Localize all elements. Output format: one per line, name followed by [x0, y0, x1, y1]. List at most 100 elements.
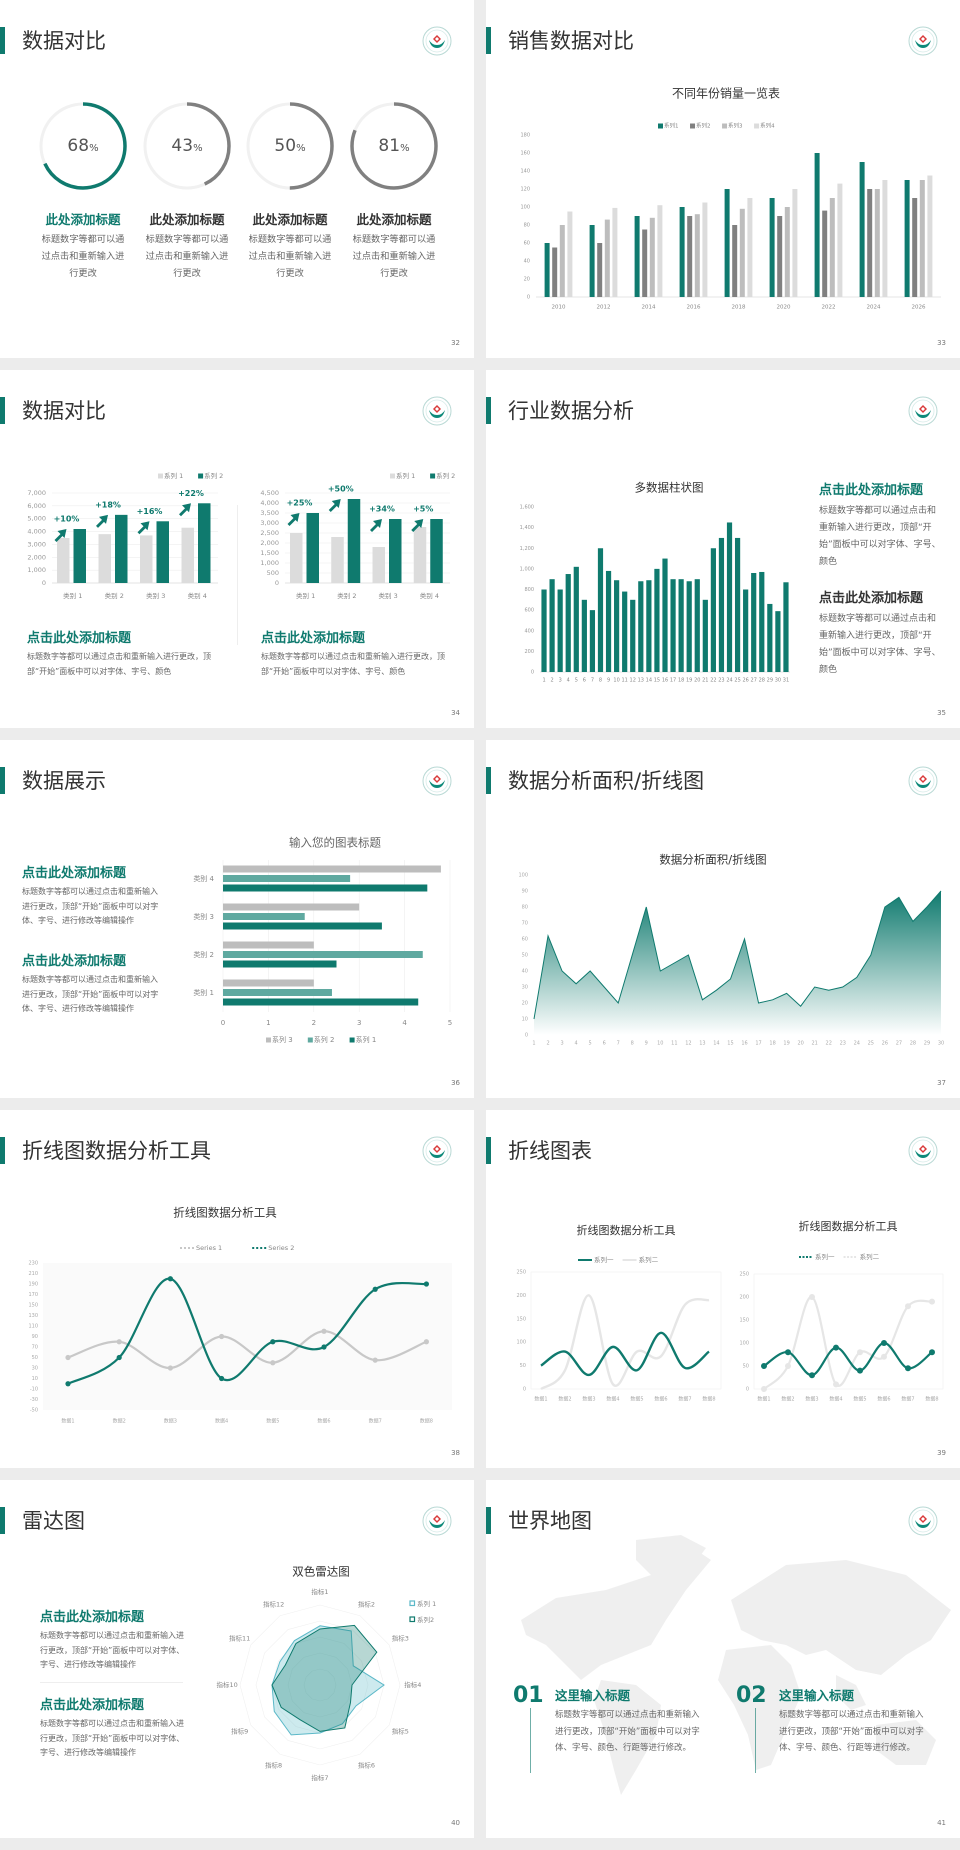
x-tick-label: 类别 1 — [63, 591, 82, 600]
ring-value: 50 — [274, 136, 296, 156]
x-tick-label: 15 — [727, 1041, 733, 1047]
legend-swatch — [266, 1037, 271, 1043]
page-number: 36 — [451, 1079, 460, 1087]
slide-title: 雷达图 — [22, 1509, 85, 1533]
logo-icon — [908, 1506, 938, 1536]
bar — [927, 175, 933, 297]
category-label: 类别 2 — [193, 950, 214, 959]
chart-title: 输入您的图表标题 — [289, 836, 381, 850]
slide-33[interactable]: 销售数据对比 不同年份销量一览表 系列1 系列2 系列3 系列4 0 20 40 60 80 100… — [486, 0, 960, 358]
bar — [605, 570, 612, 672]
y-tick-label: 200 — [524, 649, 534, 655]
legend-label: 系列 1 — [164, 471, 183, 480]
y-tick-label: 50 — [520, 1363, 526, 1369]
bar — [541, 589, 547, 672]
growth-arrow-icon — [54, 529, 67, 542]
data-point — [219, 1375, 225, 1382]
x-tick-label: 2 — [312, 1019, 316, 1027]
slide-34[interactable]: 数据对比 系列 1 系列 2 0 1,000 2,000 3,000 4,000 5,000 6… — [0, 370, 474, 728]
bar — [874, 189, 880, 297]
logo-inner-ring — [425, 29, 449, 53]
logo-cross — [435, 1517, 439, 1521]
data-point — [833, 1344, 839, 1351]
bar — [777, 216, 783, 297]
y-tick-label: 170 — [28, 1292, 38, 1298]
item-heading: 这里输入标题 — [555, 1688, 631, 1703]
slide-36[interactable]: 数据展示 点击此处添加标题 标题数字等都可以通过点击和重新输入进行更改，顶部“开… — [0, 740, 474, 1098]
block-desc: 标题数字等都可以通过点击和重新输入进行更改，顶部“开始”面板中可以对字体、字号、… — [22, 975, 159, 1013]
bar — [726, 522, 733, 672]
bar — [759, 571, 765, 672]
x-tick-label: 3 — [559, 678, 562, 684]
legend-swatch — [198, 473, 204, 479]
bar — [642, 229, 648, 297]
bar — [732, 225, 738, 297]
slide-38[interactable]: 折线图数据分析工具 折线图数据分析工具 Series 1 Series 2 -50 -3… — [0, 1110, 474, 1468]
ring-percent: 68% — [67, 136, 98, 156]
logo-cross — [921, 407, 925, 411]
logo-hands — [429, 1520, 445, 1528]
series-line — [540, 1294, 710, 1391]
bar-charts-comparison: 系列 1 系列 2 0 1,000 2,000 3,000 4,000 5,000 6,000 7… — [27, 471, 455, 600]
x-tick-label: 18 — [678, 678, 684, 684]
legend-swatch — [430, 473, 436, 479]
divider — [40, 1682, 183, 1683]
x-tick-label: 16 — [662, 678, 668, 684]
title-accent-bar — [486, 1137, 491, 1164]
y-tick-label: 800 — [524, 587, 534, 593]
title-accent-bar — [486, 1507, 491, 1534]
growth-arrow-icon — [96, 514, 108, 528]
bar — [73, 529, 86, 583]
slide-40[interactable]: 雷达图 点击此处添加标题 标题数字等都可以通过点击和重新输入进行更改，顶部“开始… — [0, 1480, 474, 1838]
y-tick-label: 2,000 — [260, 539, 279, 547]
logo-icon — [908, 766, 938, 796]
x-tick-label: 31 — [783, 678, 789, 684]
axis-label: 指标7 — [311, 1773, 328, 1782]
slide-title: 折线图数据分析工具 — [22, 1139, 211, 1163]
bar — [430, 519, 443, 583]
y-tick-label: 40 — [522, 969, 528, 975]
x-tick-label: 29 — [924, 1041, 930, 1047]
slide-32[interactable]: 数据对比 68% 43% 50% 81% 此处添加标题 标题数字等都可以通过点击和重新输… — [0, 0, 474, 358]
bar — [769, 198, 775, 297]
logo-icon — [908, 1136, 938, 1166]
legend-label: 系列 1 — [356, 1035, 377, 1044]
bar — [694, 579, 700, 672]
bar-chart-multi: 多数据柱状图 0 200 400 600 800 1,000 1,200 1,400 1,600 1… — [520, 481, 790, 684]
x-tick-label: 2014 — [642, 305, 656, 311]
slide-37[interactable]: 数据分析面积/折线图 数据分析面积/折线图 0 10 20 30 40 50 60 70 80 90… — [486, 740, 960, 1098]
slide-35[interactable]: 行业数据分析 多数据柱状图 0 200 400 600 800 1,000 1,200 1,40… — [486, 370, 960, 728]
axis-label: 指标1 — [311, 1587, 328, 1596]
page-number: 41 — [937, 1819, 946, 1827]
logo-inner-ring — [911, 1139, 935, 1163]
axis-label: 指标3 — [392, 1634, 409, 1643]
slide-41[interactable]: 世界地图 01 这里输入标题 标题数字等都可以通过点击和重新输入进行更改，顶部“… — [486, 1480, 960, 1838]
bar — [829, 198, 835, 297]
bar — [223, 875, 351, 882]
bar — [223, 922, 382, 930]
page-number: 37 — [937, 1079, 946, 1087]
x-tick-label: 22 — [710, 678, 716, 684]
bar — [734, 537, 741, 672]
data-point — [65, 1354, 71, 1361]
logo-hands — [915, 1520, 931, 1528]
logo-icon — [422, 26, 452, 56]
logo-cross — [435, 777, 439, 781]
legend-label: 系列3 — [728, 122, 743, 130]
logo-cross — [921, 37, 925, 41]
y-tick-label: 30 — [522, 985, 528, 991]
block-heading: 点击此处添加标题 — [22, 866, 127, 881]
x-tick-label: 数据6 — [877, 1396, 890, 1403]
legend-swatch — [690, 123, 696, 129]
growth-label: +10% — [54, 515, 80, 524]
y-tick-label: 20 — [524, 277, 530, 283]
bar — [783, 582, 789, 672]
slide-39[interactable]: 折线图表 折线图数据分析工具 系列一 系列二 0 50 100 150 200 250 数据1 数据… — [486, 1110, 960, 1468]
x-tick-label: 类别 4 — [188, 591, 207, 600]
x-tick-label: 2010 — [552, 305, 566, 311]
y-tick-label: 3,000 — [27, 540, 46, 548]
x-tick-label: 数据3 — [805, 1396, 818, 1403]
line-chart: 折线图数据分析工具 Series 1 Series 2 -50 -30 -10 10 30 50… — [28, 1206, 452, 1425]
bar — [919, 180, 925, 297]
x-tick-label: 数据7 — [369, 1418, 382, 1425]
